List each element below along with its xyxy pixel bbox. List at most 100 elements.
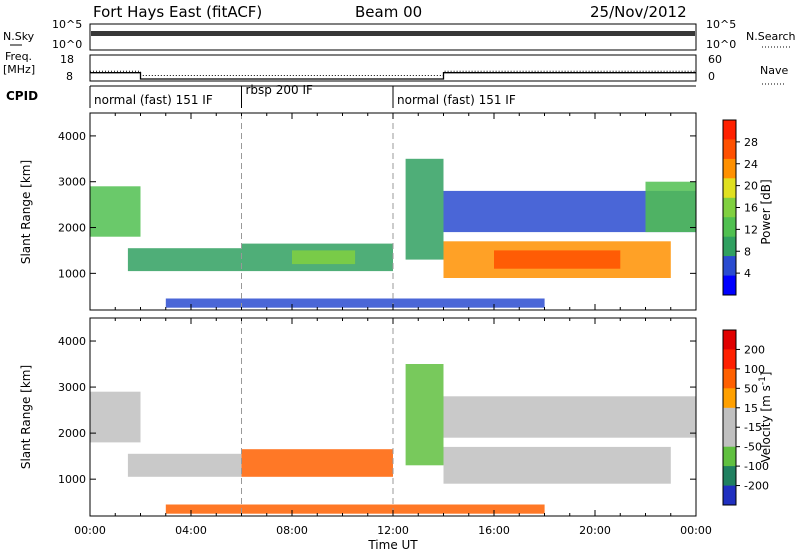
ytick-label-2000: 2000 xyxy=(58,222,86,235)
colorbar-swatch xyxy=(723,446,736,467)
data-region-6 xyxy=(165,504,545,514)
sky-search-panel: N.Sky 10^5 10^0 10^5 10^0 N.Search xyxy=(3,18,796,51)
data-region-4 xyxy=(443,446,671,484)
colorbar-swatch xyxy=(723,427,736,448)
nsearch-label: N.Search xyxy=(746,30,796,43)
velocity-colorbar: 200 100 50 15 -15 -50 -100 -200 Velocity [m s-1… xyxy=(722,329,773,506)
data-region-2 xyxy=(127,453,242,477)
search-tick-bottom: 10^0 xyxy=(706,38,736,51)
colorbar-tick-50: 50 xyxy=(744,382,758,395)
ytick-label-3000: 3000 xyxy=(58,381,86,394)
data-region-2 xyxy=(127,248,242,272)
colorbar-tick-100: 100 xyxy=(744,363,765,376)
power-colorbar-label: Power [dB] xyxy=(759,179,773,244)
nave-tick-bottom: 0 xyxy=(708,70,715,83)
colorbar-swatch xyxy=(723,217,736,238)
freq-nave-panel: Freq. [MHz] 18 8 60 0 Nave xyxy=(3,50,788,85)
colorbar-tick-20: 20 xyxy=(744,180,758,193)
power-panel: 1000 2000 3000 4000 Slant Range [km] xyxy=(19,112,697,311)
power-cells xyxy=(90,158,696,308)
colorbar-swatch xyxy=(723,330,736,350)
colorbar-tick-15: 15 xyxy=(744,402,758,415)
ytick-label-4000: 4000 xyxy=(58,130,86,143)
data-region-1 xyxy=(90,391,141,443)
colorbar-swatch xyxy=(723,236,736,257)
colorbar-tick-28: 28 xyxy=(744,136,758,149)
time-tick-2: 08:00 xyxy=(276,524,308,537)
cpid-segment-3: normal (fast) 151 IF xyxy=(397,93,516,107)
colorbar-tick-4: 4 xyxy=(744,267,751,280)
date-label: 25/Nov/2012 xyxy=(590,3,687,21)
velocity-colorbar-label: Velocity [m s-1] xyxy=(758,372,773,463)
colorbar-swatch xyxy=(723,275,736,296)
colorbar-tick--200: -200 xyxy=(744,480,769,493)
freq-unit-label: [MHz] xyxy=(3,63,35,76)
power-colorbar: 28 24 20 16 12 8 4 Power [dB] xyxy=(722,119,773,296)
ytick-label-3000: 3000 xyxy=(58,176,86,189)
colorbar-tick--100: -100 xyxy=(744,460,769,473)
data-region-10 xyxy=(405,158,444,260)
colorbar-tick-16: 16 xyxy=(744,202,758,215)
colorbar-swatch xyxy=(723,256,736,276)
data-region-7 xyxy=(405,364,444,466)
colorbar-swatch xyxy=(723,120,736,140)
cpid-segment-2: rbsp 200 IF xyxy=(246,83,313,97)
power-axis-ticks: 1000 2000 3000 4000 xyxy=(58,113,697,310)
colorbar-swatch xyxy=(723,485,736,506)
colorbar-swatch xyxy=(723,407,736,428)
ytick-label-2000: 2000 xyxy=(58,427,86,440)
nave-label: Nave xyxy=(760,64,788,77)
colorbar-swatch xyxy=(723,139,736,160)
nave-line xyxy=(90,70,696,76)
colorbar-tick--15: -15 xyxy=(744,421,762,434)
time-tick-6: 00:00 xyxy=(680,524,712,537)
colorbar-swatch xyxy=(723,178,736,199)
nave-tick-top: 60 xyxy=(708,53,722,66)
velocity-ylabel: Slant Range [km] xyxy=(19,365,33,469)
cpid-band: CPID normal (fast) 151 IF rbsp 200 IF no… xyxy=(6,83,696,108)
data-region-1 xyxy=(90,186,141,237)
colorbar-tick-12: 12 xyxy=(744,223,758,236)
colorbar-swatch xyxy=(723,466,736,486)
ytick-label-4000: 4000 xyxy=(58,335,86,348)
data-region-4 xyxy=(292,250,356,265)
time-axis-label: Time UT xyxy=(367,538,418,552)
data-region-8 xyxy=(645,181,696,233)
sky-tick-bottom: 10^0 xyxy=(52,38,82,51)
ytick-label-1000: 1000 xyxy=(58,473,86,486)
time-tick-5: 20:00 xyxy=(579,524,611,537)
cpid-label: CPID xyxy=(6,89,38,103)
data-region-3 xyxy=(241,449,393,477)
time-axis: 00:00 04:00 08:00 12:00 16:00 20:00 00:00 xyxy=(74,524,712,537)
time-tick-1: 04:00 xyxy=(175,524,207,537)
nsky-label: N.Sky xyxy=(3,30,35,43)
colorbar-swatch xyxy=(723,197,736,218)
velocity-cells xyxy=(90,364,696,514)
freq-tick-top: 18 xyxy=(60,53,74,66)
frequency-line xyxy=(90,72,696,80)
colorbar-swatch xyxy=(723,388,736,409)
time-tick-4: 16:00 xyxy=(478,524,510,537)
data-region-5 xyxy=(443,396,696,438)
freq-tick-bottom: 8 xyxy=(66,70,73,83)
search-tick-top: 10^5 xyxy=(706,18,736,31)
sky-count-trace xyxy=(91,31,695,36)
colorbar-tick-200: 200 xyxy=(744,343,765,356)
colorbar-tick--50: -50 xyxy=(744,441,762,454)
data-region-6 xyxy=(494,250,621,269)
freq-label: Freq. xyxy=(5,50,32,63)
sky-tick-top: 10^5 xyxy=(52,18,82,31)
colorbar-tick-24: 24 xyxy=(744,158,758,171)
colorbar-tick-8: 8 xyxy=(744,245,751,258)
colorbar-swatch xyxy=(723,349,736,370)
time-tick-3: 12:00 xyxy=(377,524,409,537)
time-tick-0: 00:00 xyxy=(74,524,106,537)
ytick-label-1000: 1000 xyxy=(58,267,86,280)
beam-label: Beam 00 xyxy=(355,3,422,21)
power-ylabel: Slant Range [km] xyxy=(19,160,33,264)
data-region-9 xyxy=(165,298,545,308)
radar-title: Fort Hays East (fitACF) xyxy=(93,3,262,21)
colorbar-swatch xyxy=(723,368,736,389)
velocity-panel: 1000 2000 3000 4000 Slant Range [km] xyxy=(19,317,697,517)
